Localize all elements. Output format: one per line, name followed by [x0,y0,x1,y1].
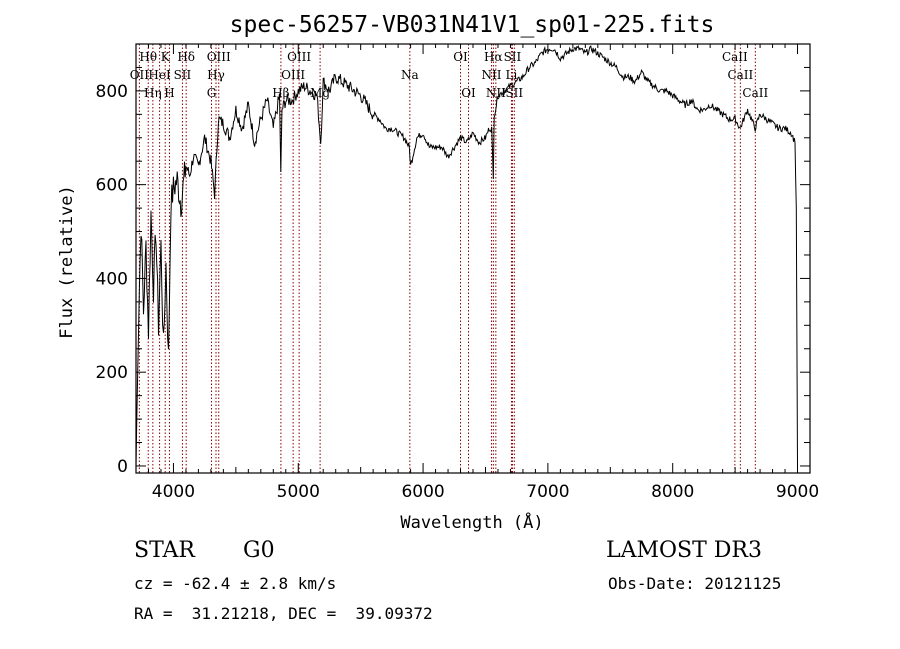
spectral-line-label: SII [174,68,192,82]
spectral-line-label: NII [486,86,506,100]
spectral-line-label: HeI [148,68,171,82]
survey-name: LAMOST DR3 [606,538,762,563]
spectral-line-label: Hγ [207,68,225,82]
spectral-line-label: OII [130,68,150,82]
plot-frame [135,43,811,474]
spectral-line-label: Na [401,68,419,82]
y-tick-label: 800 [96,82,128,102]
x-tick-label: 5000 [277,482,320,502]
x-tick-label: 4000 [152,482,195,502]
spectral-line-label: CaII [742,86,768,100]
object-class: STAR [134,538,195,563]
coordinates-text: RA = 31.21218, DEC = 39.09372 [134,604,433,623]
spectral-line-label: CaII [722,50,748,64]
x-tick-label: 7000 [526,482,569,502]
spectral-line-label: OI [461,86,476,100]
spectral-line-label: Hθ [139,50,157,64]
object-subclass: G0 [243,538,275,563]
y-tick-label: 200 [96,363,128,383]
spectral-line-label: CaII [727,68,753,82]
flux-line [135,45,798,467]
spectral-line-label: SII [505,86,523,100]
spectral-line-label: H [164,86,174,100]
spectral-line-label: OI [453,50,468,64]
x-tick-label: 9000 [776,482,819,502]
spectral-line-label: Li [506,68,518,82]
spectral-line-label: Hβ [272,86,289,100]
spectral-line-label: SII [504,50,522,64]
spectral-line-label: OIII [287,50,311,64]
spectral-line-label: NII [481,68,501,82]
spectral-line-label: Hη [144,86,162,100]
x-tick-label: 8000 [651,482,694,502]
obs-date: Obs-Date: 20121125 [608,574,782,593]
spectral-line-label: OIII [207,50,231,64]
x-axis-label: Wavelength (Å) [400,511,543,533]
y-axis-ticks: 0 200 400 600 800 [96,43,810,477]
y-tick-label: 400 [96,269,128,289]
spectral-line-markers [138,44,756,473]
x-tick-label: 6000 [401,482,444,502]
y-tick-label: 600 [96,176,128,196]
y-tick-label: 0 [117,457,128,477]
spectral-line-label: G [207,86,217,100]
x-axis-ticks: 4000 5000 6000 7000 8000 9000 [135,44,819,502]
redshift-text: cz = -62.4 ± 2.8 km/s [134,574,337,593]
y-axis-label: Flux (relative) [57,185,77,339]
flux-series [135,45,798,467]
spectral-line-label: K [161,50,171,64]
spectral-line-label: Hδ [177,50,195,64]
spectral-line-labels: OIIHθHηHeIKHSIIHδGHγOIIIHβOIIIOIIIMgNaOI… [130,50,769,100]
chart-title: spec-56257-VB031N41V1_sp01-225.fits [230,12,715,38]
spectral-line-label: Hα [484,50,503,64]
spectral-line-label: OIII [281,68,305,82]
